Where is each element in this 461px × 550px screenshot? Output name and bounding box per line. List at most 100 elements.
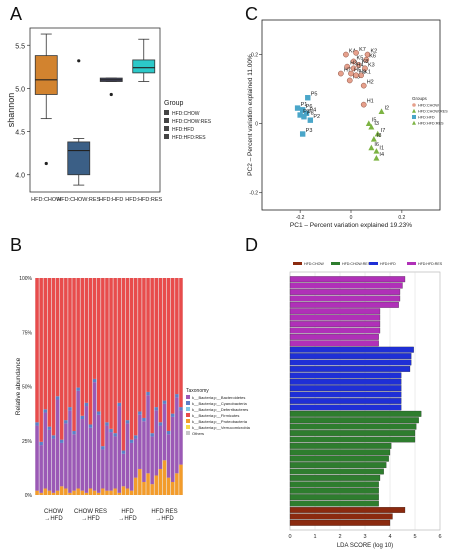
stacked-bar-segment — [121, 278, 126, 451]
stacked-bar-segment — [129, 490, 134, 495]
stacked-bar-segment — [92, 278, 97, 379]
stacked-bar-segment — [35, 422, 39, 426]
scatter-point — [365, 120, 372, 127]
point-label: H8 — [359, 69, 366, 75]
legend-entry: k__Bacteria;p__Firmicutes — [192, 413, 239, 418]
point-label: K1 — [364, 69, 371, 75]
x-tick-label: -0.2 — [296, 215, 305, 221]
stacked-bar-segment — [105, 425, 109, 491]
legend-entry: k__Bacteria;p__Proteobacteria — [192, 419, 248, 424]
stacked-bar-segment — [166, 434, 171, 478]
legend-swatch — [412, 103, 416, 107]
stacked-bar-segment — [43, 488, 48, 495]
stacked-bar-segment — [150, 433, 154, 437]
lda-bar — [289, 391, 402, 398]
box-outlier-point — [109, 92, 113, 97]
legend-entry: HFD:CHOW — [418, 104, 439, 108]
stacked-bar-segment — [179, 407, 183, 411]
point-label: P5 — [311, 92, 318, 98]
stacked-bar-segment — [105, 490, 109, 495]
stacked-bar-segment — [43, 409, 48, 413]
stacked-bar-segment — [121, 450, 126, 454]
point-label: P1 — [301, 102, 308, 108]
point-label: K8 — [362, 59, 369, 65]
point-label: I3 — [374, 121, 379, 127]
scatter-point — [373, 148, 380, 154]
stacked-bar-segment — [133, 438, 138, 478]
stacked-bar-segment — [138, 468, 142, 495]
x-axis-label: PC1 – Percent variation explained 19.23% — [290, 222, 412, 229]
lda-bar — [289, 340, 379, 347]
scatter-point — [370, 135, 377, 142]
stacked-bar-segment — [150, 484, 154, 495]
stacked-bar-segment — [105, 422, 109, 426]
lda-bar — [289, 410, 422, 417]
lda-bar — [289, 276, 406, 283]
lda-bar — [289, 442, 392, 449]
point-label: K2 — [371, 49, 378, 55]
lda-bar — [289, 314, 381, 321]
group-label: CHOW — [44, 509, 63, 515]
stacked-bar-segment — [117, 406, 122, 493]
lda-bar — [289, 449, 391, 456]
stacked-bar-segment — [72, 434, 76, 491]
scatter-point — [297, 112, 303, 118]
legend-swatch — [164, 134, 169, 139]
stacked-bar-segment — [109, 432, 113, 491]
y-tick-label: -0.2 — [249, 191, 258, 197]
panel-a-boxplot: 4.04.55.05.5shannonHFD:CHOWHFD:CHOW:RESH… — [6, 27, 212, 203]
lda-bar — [289, 468, 384, 475]
legend-swatch — [412, 115, 416, 119]
stacked-bar-segment — [162, 460, 167, 495]
stacked-bar-segment — [55, 278, 60, 397]
stacked-bar-segment — [59, 486, 64, 495]
stacked-bar-segment — [96, 411, 101, 415]
stacked-bar-segment — [72, 278, 76, 431]
lda-bar — [289, 353, 412, 360]
x-tick-label: HFD:HFD — [99, 197, 123, 203]
stacked-bar-segment — [59, 439, 64, 443]
scatter-point — [353, 49, 359, 56]
legend-swatch — [186, 395, 190, 399]
stacked-bar-segment — [68, 410, 72, 493]
stacked-bar-segment — [133, 435, 138, 439]
point-label: I8 — [377, 133, 382, 139]
point-label: P7 — [303, 109, 310, 115]
legend-swatch — [407, 262, 416, 265]
point-label: H4 — [357, 62, 364, 68]
stacked-bar-segment — [170, 278, 175, 414]
point-label: K3 — [368, 62, 375, 68]
point-label: H7 — [344, 68, 351, 74]
scatter-point — [305, 95, 311, 101]
panel-d-lda-bars: 0 1 2 3 4 5 6 LDA SCORE (log 10) HFD:CHOW HFD:CHO… — [288, 262, 443, 549]
scatter-point — [364, 51, 371, 58]
scatter-point — [355, 62, 362, 68]
stacked-bar-segment — [84, 406, 89, 493]
point-label: H3 — [350, 61, 357, 67]
stacked-bar-segment — [166, 278, 171, 431]
lda-bar — [289, 327, 381, 334]
point-label: P8 — [307, 111, 314, 117]
stacked-bar-segment — [51, 435, 56, 439]
point-label: P6 — [306, 104, 313, 110]
x-tick-label: 0 — [350, 215, 353, 221]
stacked-bar-segment — [175, 394, 179, 398]
legend-entry: HFD:HFD — [380, 262, 396, 266]
stacked-bar-segment — [35, 490, 39, 495]
stacked-bar-segment — [68, 278, 72, 408]
legend-entry: HFD:CHOW — [172, 111, 200, 117]
panel-letter-c: C — [245, 4, 258, 24]
stacked-bar-segment — [39, 441, 43, 446]
stacked-bar-segment — [179, 278, 183, 408]
stacked-bar-segment — [162, 400, 167, 404]
legend-swatch — [186, 419, 190, 423]
stacked-bar-segment — [47, 426, 52, 430]
legend-swatch — [186, 413, 190, 417]
stacked-bar-segment — [47, 278, 52, 427]
stacked-bar-segment — [55, 396, 60, 400]
lda-bar — [289, 462, 387, 469]
stacked-bar-segment — [72, 430, 76, 435]
stacked-bar-segment — [125, 420, 130, 424]
box-body — [67, 141, 91, 176]
stacked-bar-segment — [59, 442, 64, 487]
